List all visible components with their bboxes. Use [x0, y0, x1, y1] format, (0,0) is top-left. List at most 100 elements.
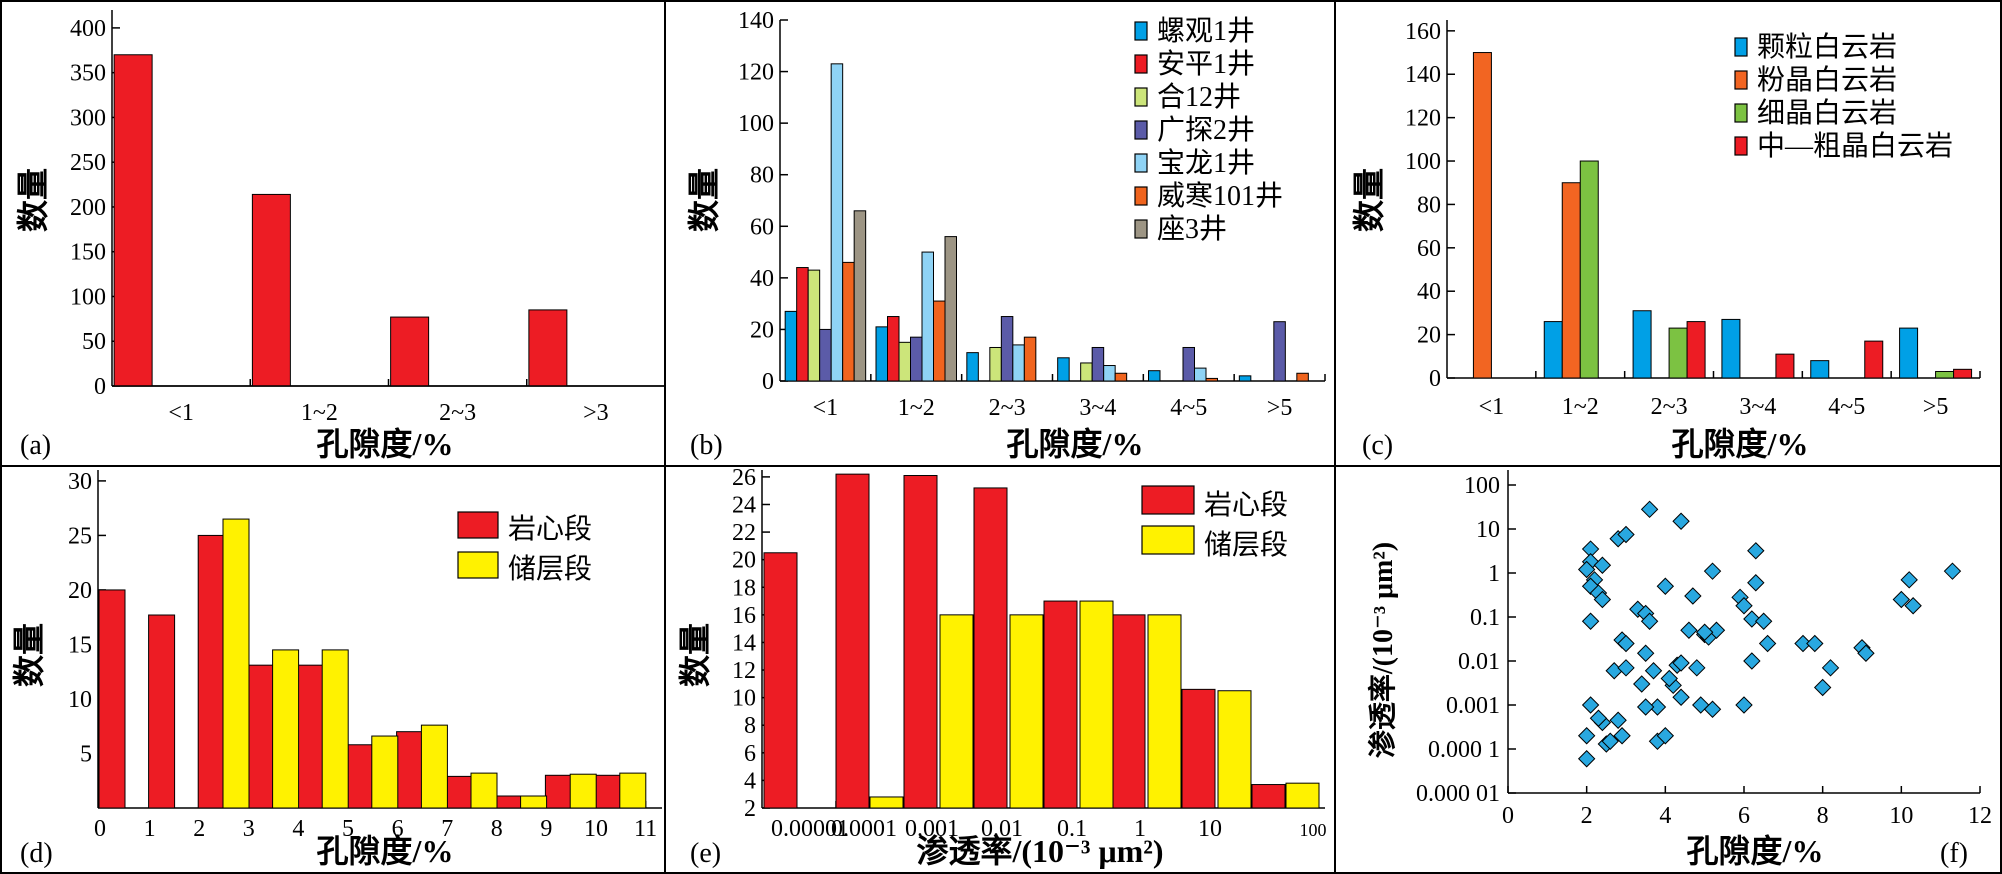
bar-series-1~2 — [251, 193, 291, 387]
x-axis-label: 孔隙度/% — [317, 426, 454, 462]
bar-岩心段-2 — [197, 534, 225, 809]
bar-岩心段-6 — [1181, 688, 1216, 809]
bar-细晶白云岩-1~2 — [1579, 160, 1599, 379]
legend-label: 中—粗晶白云岩 — [1757, 130, 1953, 162]
y-axis-label: 数量 — [677, 623, 713, 687]
y-tick-label: 160 — [1405, 19, 1441, 45]
y-tick-label: 100 — [1405, 149, 1441, 175]
scatter-point — [1593, 556, 1612, 574]
scatter-point — [1754, 612, 1773, 630]
x-tick-label: <1 — [168, 400, 194, 426]
bar-series-<1 — [113, 54, 153, 387]
legend-label: 广探2井 — [1157, 114, 1255, 146]
bar-储层段-3.5 — [272, 649, 300, 809]
x-tick-label: 3 — [243, 816, 255, 842]
y-tick-label: 400 — [70, 16, 106, 42]
y-tick-label: 0.000 1 — [1428, 737, 1500, 763]
x-tick-label: 1 — [144, 816, 156, 842]
y-tick-label: 5 — [80, 741, 92, 767]
bar-威寒101井-1~2 — [933, 300, 946, 382]
x-tick-label: >5 — [1923, 394, 1949, 420]
bar-座3井-1~2 — [944, 236, 957, 382]
x-tick-label: 8 — [1817, 803, 1829, 829]
legend-label: 宝龙1井 — [1157, 147, 1255, 179]
scatter-point — [1684, 587, 1702, 605]
bar-颗粒白云岩-1~2 — [1543, 321, 1563, 379]
legend-swatch — [1734, 103, 1748, 123]
bar-安平1井-1~2 — [887, 316, 900, 382]
y-axis-label: 数量 — [11, 623, 47, 687]
bar-中—粗晶白云岩-3~4 — [1775, 353, 1795, 379]
x-tick-label: <1 — [813, 395, 839, 421]
scatter-point — [1640, 500, 1659, 519]
scatter-point — [1747, 542, 1765, 560]
x-tick-label: 11 — [634, 816, 657, 842]
scatter-point — [1617, 525, 1635, 544]
y-tick-label: 8 — [744, 713, 756, 739]
bar-广探2井-<1 — [819, 328, 832, 382]
x-tick-label: 4~5 — [1170, 395, 1207, 421]
y-tick-label: 140 — [738, 8, 774, 34]
y-tick-label: 0.000 01 — [1416, 781, 1500, 807]
x-tick-label: 7 — [441, 816, 453, 842]
bar-储层段-4.5 — [321, 649, 349, 809]
legend-swatch — [1134, 21, 1148, 41]
y-tick-label: 18 — [732, 575, 756, 601]
scatter-point — [1703, 562, 1722, 580]
bar-岩心段-3 — [247, 664, 275, 809]
bar-岩心段-0 — [98, 589, 126, 809]
y-tick-label: 1 — [1488, 561, 1500, 587]
bar-储层段-7.5 — [470, 772, 498, 809]
x-tick-label: <1 — [1479, 394, 1505, 420]
scatter-point — [1601, 732, 1619, 750]
legend-label: 岩心段 — [508, 513, 592, 545]
y-tick-label: 4 — [744, 768, 756, 794]
bar-储层段-2.5 — [222, 518, 250, 809]
bar-岩心段-2 — [903, 475, 938, 809]
x-tick-label: 3~4 — [1079, 395, 1116, 421]
legend-swatch — [1141, 485, 1195, 515]
y-tick-label: 22 — [732, 520, 756, 546]
bar-储层段-4 — [1147, 614, 1182, 809]
legend-swatch — [457, 551, 499, 579]
bar-广探2井->5 — [1273, 321, 1286, 382]
y-tick-label: 10 — [732, 686, 756, 712]
bar-广探2井-2~3 — [1000, 316, 1014, 382]
legend-swatch — [1134, 120, 1148, 140]
bar-岩心段-0 — [763, 552, 798, 809]
chart-b: 0 20 40 60 80 100 120 140 <1 1~2 2~3 3~4 4~5 >5 螺观1井安平… — [686, 8, 1326, 462]
scatter-point — [1735, 696, 1753, 714]
y-axis-label: 数量 — [686, 168, 722, 232]
scatter-point — [1617, 634, 1635, 653]
scatter-point — [1577, 727, 1596, 745]
x-tick-label: 0.1 — [1057, 816, 1087, 842]
y-tick-label: 0.01 — [1458, 649, 1500, 675]
legend-label: 安平1井 — [1157, 48, 1255, 80]
x-tick-label: 5 — [342, 816, 354, 842]
x-tick-label: >3 — [583, 400, 609, 426]
legend-swatch — [1734, 37, 1748, 57]
legend-label: 粉晶白云岩 — [1757, 64, 1897, 96]
scatter-point — [1593, 590, 1612, 609]
bar-广探2井-3~4 — [1091, 346, 1105, 382]
y-tick-label: 100 — [1464, 473, 1500, 499]
legend-label: 座3井 — [1157, 213, 1227, 245]
scatter-point — [1672, 512, 1690, 530]
legend-swatch — [457, 511, 499, 539]
x-axis-label: 孔隙度/% — [1007, 426, 1144, 462]
scatter-point — [1703, 700, 1722, 718]
bar-岩心段-10 — [594, 774, 622, 809]
bar-威寒101井-2~3 — [1023, 336, 1037, 382]
bar-岩心段-4 — [296, 664, 324, 809]
scatter-point — [1743, 610, 1761, 628]
y-tick-label: 25 — [68, 523, 92, 549]
legend-label: 螺观1井 — [1157, 15, 1255, 47]
scatter-point — [1735, 597, 1753, 615]
legend-swatch — [1734, 70, 1748, 90]
scatter-point — [1943, 562, 1962, 580]
scatter-point — [1577, 560, 1596, 579]
y-tick-label: 250 — [70, 150, 106, 176]
bar-岩心段-5 — [346, 744, 374, 809]
